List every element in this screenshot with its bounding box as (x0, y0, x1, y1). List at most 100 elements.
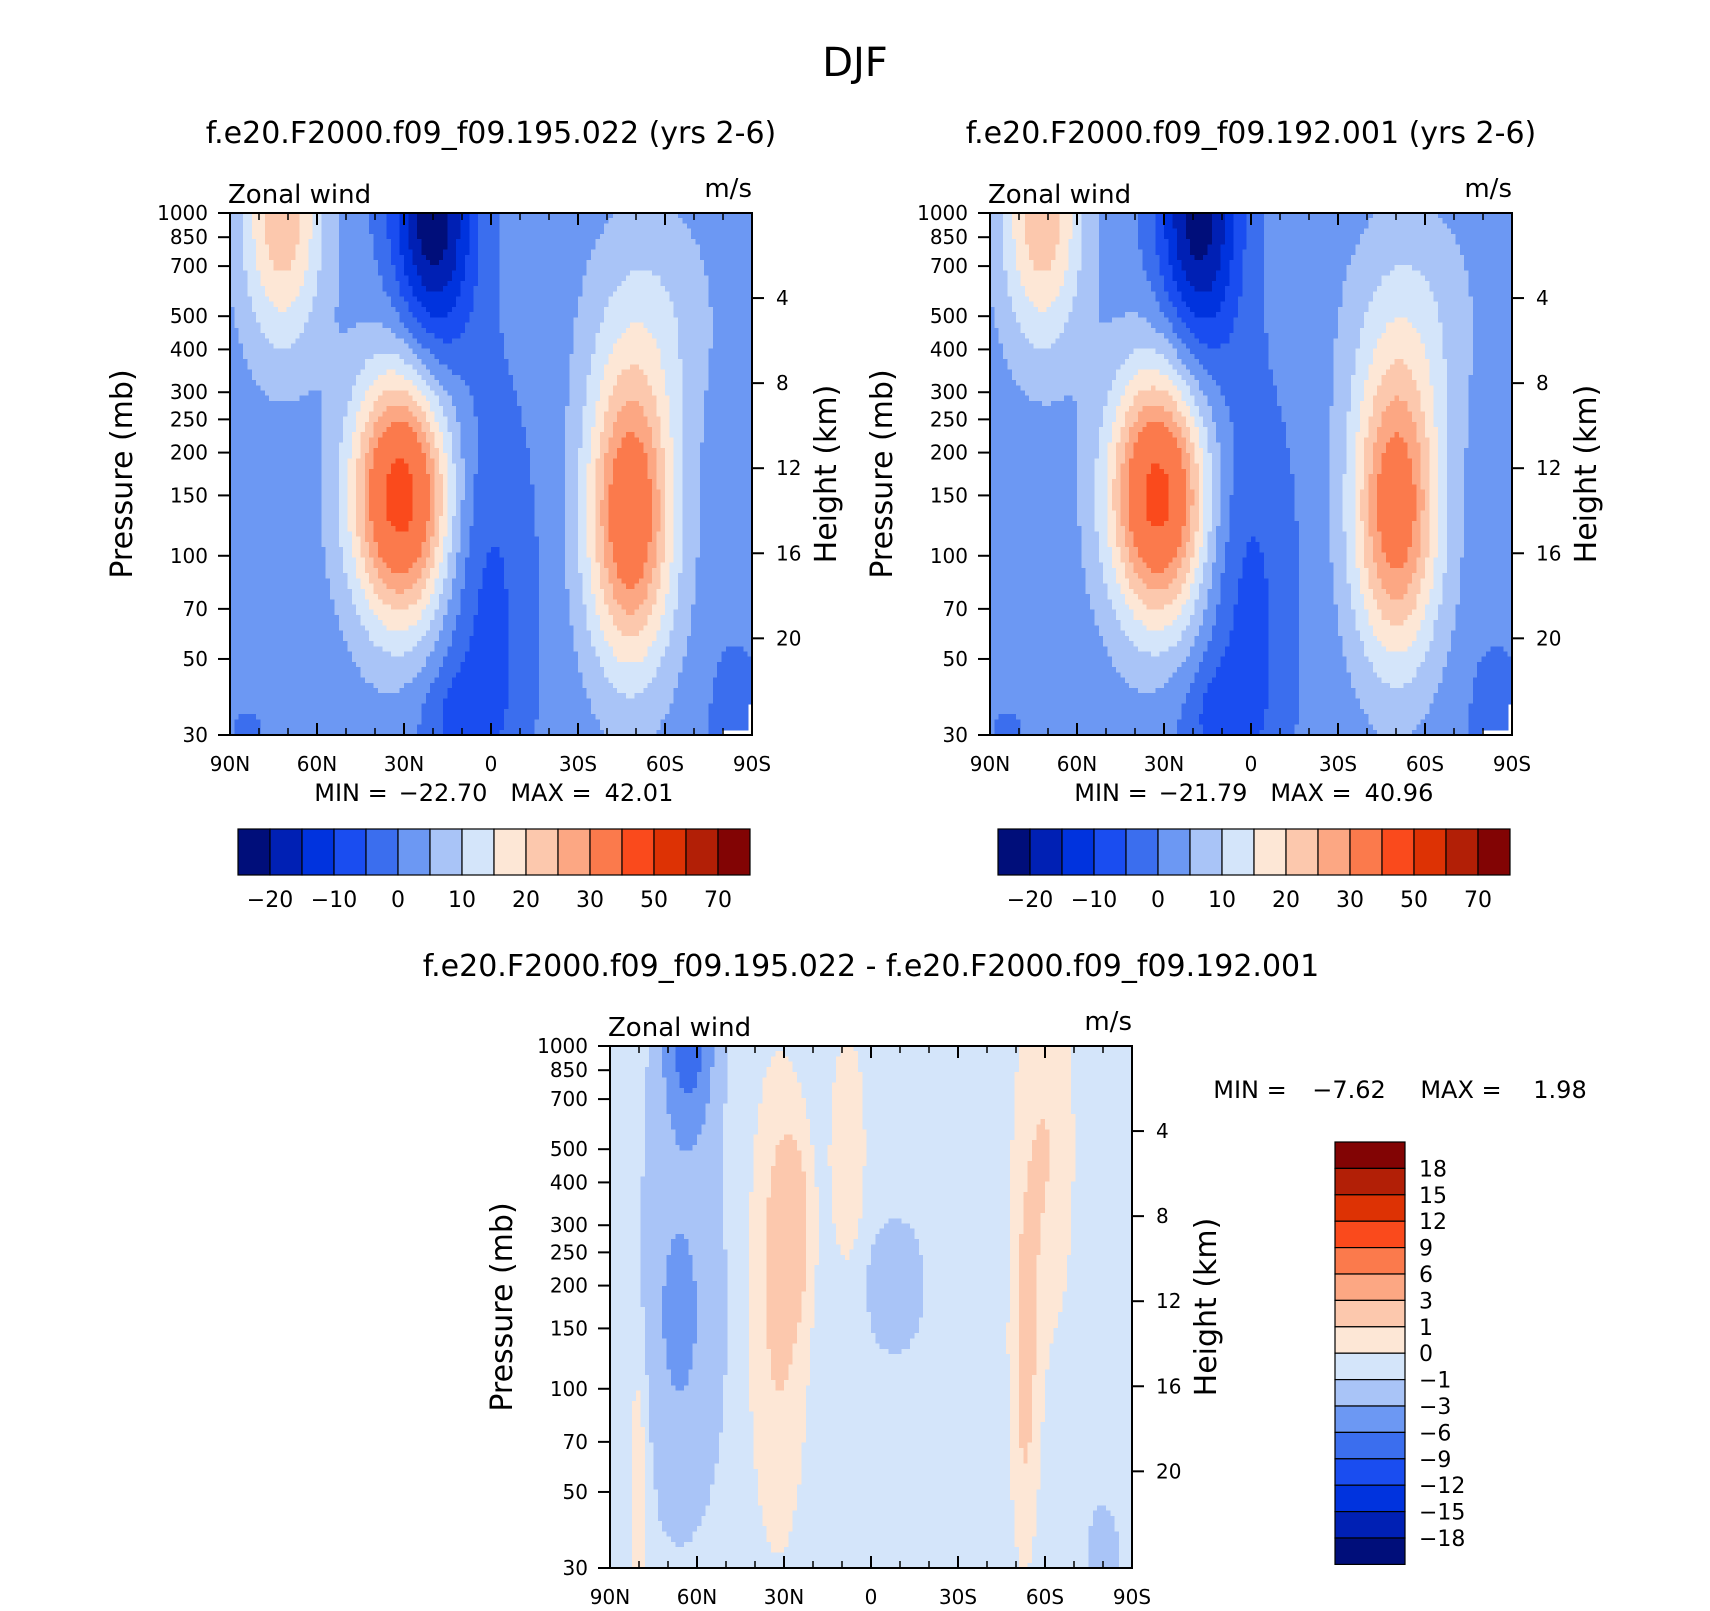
field-cell (569, 297, 574, 303)
field-cell (613, 244, 618, 250)
field-cell (282, 229, 287, 235)
field-cell (704, 354, 709, 360)
field-cell (269, 297, 274, 303)
field-cell (691, 286, 696, 292)
field-cell (430, 297, 435, 303)
field-cell (465, 354, 470, 360)
field-cell (709, 218, 714, 224)
field-cell (374, 338, 379, 344)
field-cell (487, 250, 492, 256)
field-cell (661, 265, 666, 271)
field-cell (234, 317, 239, 323)
field-cell (260, 276, 265, 282)
field-cell (400, 317, 405, 323)
field-cell (630, 244, 635, 250)
field-cell (269, 344, 274, 350)
field-cell (613, 359, 618, 365)
field-cell (613, 255, 618, 261)
field-cell (639, 250, 644, 256)
field-cell (347, 265, 352, 271)
field-cell (661, 250, 666, 256)
field-cell (521, 218, 526, 224)
field-cell (461, 239, 466, 245)
field-cell (630, 223, 635, 229)
field-cell (326, 229, 331, 235)
field-cell (617, 333, 622, 339)
field-cell (313, 338, 318, 344)
field-cell (421, 260, 426, 266)
field-cell (695, 229, 700, 235)
field-cell (452, 255, 457, 261)
field-cell (400, 354, 405, 360)
field-cell (604, 234, 609, 240)
field-cell (504, 223, 509, 229)
field-cell (243, 218, 248, 224)
field-cell (278, 239, 283, 245)
field-cell (239, 270, 244, 276)
field-cell (321, 286, 326, 292)
field-cell (578, 234, 583, 240)
field-cell (709, 234, 714, 240)
field-cell (678, 255, 683, 261)
field-cell (300, 333, 305, 339)
field-cell (608, 286, 613, 292)
field-cell (530, 354, 535, 360)
field-cell (730, 234, 735, 240)
field-cell (682, 307, 687, 313)
field-cell (626, 349, 631, 355)
field-cell (543, 338, 548, 344)
field-cell (304, 364, 309, 370)
field-cell (735, 234, 740, 240)
field-cell (617, 276, 622, 282)
field-cell (695, 349, 700, 355)
field-cell (565, 349, 570, 355)
field-cell (635, 359, 640, 365)
field-cell (530, 270, 535, 276)
field-cell (304, 333, 309, 339)
field-cell (408, 250, 413, 256)
field-cell (417, 359, 422, 365)
field-cell (569, 239, 574, 245)
field-cell (391, 338, 396, 344)
field-cell (495, 344, 500, 350)
field-cell (321, 354, 326, 360)
field-cell (361, 218, 366, 224)
field-cell (391, 250, 396, 256)
field-cell (656, 328, 661, 334)
field-cell (287, 276, 292, 282)
field-cell (569, 223, 574, 229)
field-cell (643, 354, 648, 360)
field-cell (421, 312, 426, 318)
field-cell (474, 270, 479, 276)
field-cell (652, 281, 657, 287)
field-cell (408, 218, 413, 224)
field-cell (265, 312, 270, 318)
field-cell (722, 359, 727, 365)
field-cell (243, 286, 248, 292)
field-cell (378, 291, 383, 297)
field-cell (482, 265, 487, 271)
field-cell (456, 323, 461, 329)
field-cell (530, 218, 535, 224)
field-cell (669, 234, 674, 240)
field-cell (391, 291, 396, 297)
field-cell (443, 255, 448, 261)
field-cell (678, 286, 683, 292)
field-cell (256, 276, 261, 282)
field-cell (722, 244, 727, 250)
field-cell (678, 276, 683, 282)
field-cell (287, 297, 292, 303)
field-cell (465, 281, 470, 287)
field-cell (369, 281, 374, 287)
field-cell (722, 281, 727, 287)
field-cell (639, 359, 644, 365)
field-cell (726, 265, 731, 271)
field-cell (678, 364, 683, 370)
field-cell (465, 302, 470, 308)
field-cell (495, 244, 500, 250)
field-cell (561, 281, 566, 287)
field-cell (513, 291, 518, 297)
field-cell (526, 244, 531, 250)
field-cell (552, 260, 557, 266)
field-cell (291, 223, 296, 229)
